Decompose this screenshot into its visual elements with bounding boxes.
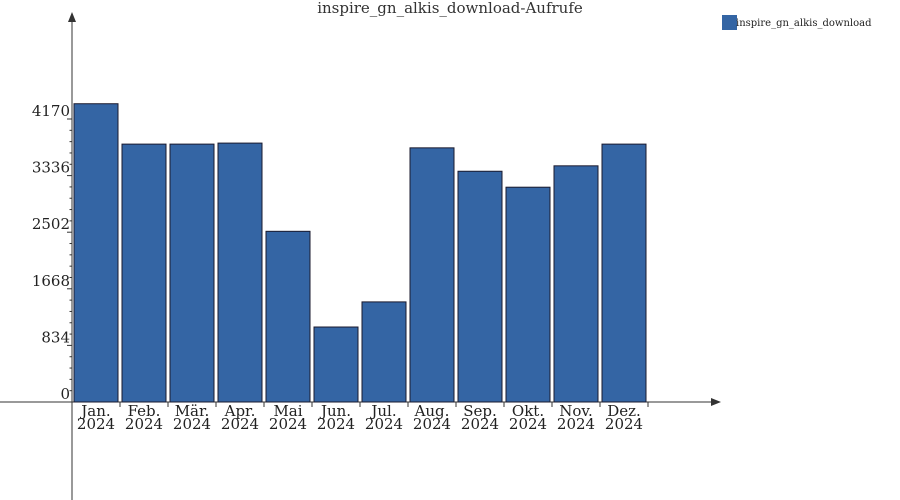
x-tick-label-year: 2024 bbox=[557, 415, 595, 433]
bar bbox=[553, 165, 599, 403]
bar bbox=[121, 143, 167, 403]
y-tick-label: 4170 bbox=[32, 102, 70, 120]
bar bbox=[361, 301, 407, 403]
x-ticks: Jan.2024Feb.2024Mär.2024Apr.2024Mai2024J… bbox=[71, 402, 649, 433]
legend-swatch bbox=[722, 15, 737, 30]
x-tick-label-month: Jan. bbox=[79, 402, 110, 420]
x-tick-label-year: 2024 bbox=[317, 415, 355, 433]
bar bbox=[601, 143, 647, 403]
x-tick-label-month: Apr. bbox=[224, 402, 256, 420]
x-tick-label-year: 2024 bbox=[605, 415, 643, 433]
bar bbox=[169, 143, 215, 403]
bar bbox=[217, 142, 263, 403]
x-tick-label-year: 2024 bbox=[509, 415, 547, 433]
y-tick-label: 1668 bbox=[32, 272, 70, 290]
legend-label: inspire_gn_alkis_download bbox=[736, 18, 872, 29]
y-tick-label: 3336 bbox=[32, 159, 70, 177]
x-tick-label-year: 2024 bbox=[461, 415, 499, 433]
x-axis-arrow bbox=[711, 398, 721, 406]
x-tick-label-month: Dez. bbox=[607, 402, 641, 420]
bar bbox=[313, 326, 359, 403]
bar bbox=[73, 103, 119, 403]
chart-title: inspire_gn_alkis_download-Aufrufe bbox=[317, 0, 583, 17]
x-tick-label-month: Mai bbox=[273, 402, 302, 420]
x-tick-label-year: 2024 bbox=[365, 415, 403, 433]
y-tick-label: 0 bbox=[60, 385, 70, 403]
x-tick-label-year: 2024 bbox=[269, 415, 307, 433]
x-tick-label-month: Jul. bbox=[369, 402, 396, 420]
x-tick-label-month: Jun. bbox=[319, 402, 351, 420]
bar bbox=[409, 147, 455, 403]
y-tick-label: 834 bbox=[41, 328, 70, 346]
legend: inspire_gn_alkis_download bbox=[722, 15, 872, 30]
bar bbox=[265, 230, 311, 403]
bar bbox=[457, 170, 503, 403]
x-tick-label-year: 2024 bbox=[173, 415, 211, 433]
x-tick-label-month: Mär. bbox=[175, 402, 210, 420]
y-tick-label: 2502 bbox=[32, 215, 70, 233]
x-tick-label-month: Nov. bbox=[559, 402, 593, 420]
y-ticks: 0 834 1668 2502 3336 4170 bbox=[32, 102, 72, 403]
x-tick-label-month: Aug. bbox=[414, 402, 450, 420]
bar bbox=[505, 186, 551, 403]
x-tick-label-month: Feb. bbox=[128, 402, 161, 420]
x-tick-label-month: Sep. bbox=[463, 402, 497, 420]
bars bbox=[73, 103, 647, 403]
x-tick-label-year: 2024 bbox=[125, 415, 163, 433]
x-tick-label-year: 2024 bbox=[221, 415, 259, 433]
y-axis-arrow bbox=[68, 12, 76, 22]
x-tick-label-month: Okt. bbox=[512, 402, 544, 420]
x-tick-label-year: 2024 bbox=[77, 415, 115, 433]
x-tick-label-year: 2024 bbox=[413, 415, 451, 433]
